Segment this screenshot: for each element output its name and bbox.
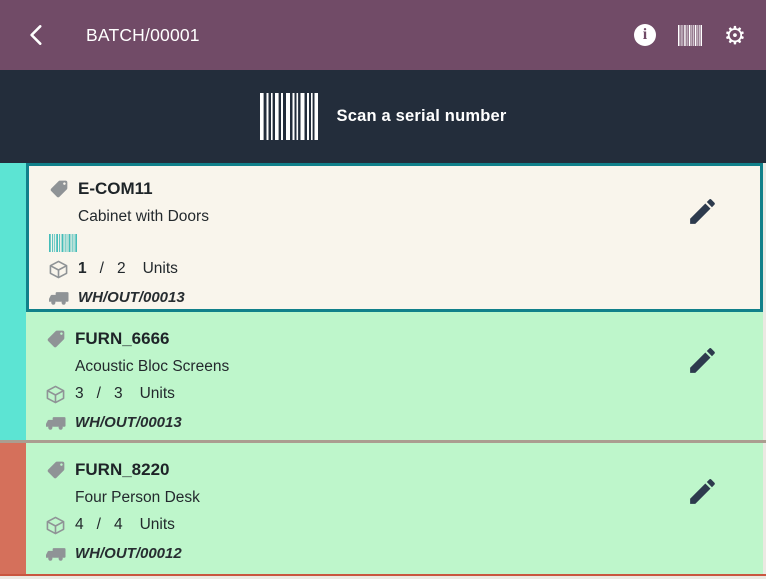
pencil-icon	[686, 344, 719, 377]
tracking-barcode-icon	[49, 234, 77, 252]
qty-done: 3	[75, 385, 84, 402]
tag-icon	[46, 329, 66, 349]
cube-icon	[46, 385, 65, 404]
edit-line-button[interactable]	[686, 344, 719, 377]
tag-icon	[49, 179, 69, 199]
batch-line-furn8220: FURN_8220 Four Person Desk 4 / 4 Units W…	[0, 443, 763, 574]
page-title: BATCH/00001	[86, 24, 200, 45]
line-color-strip	[0, 163, 26, 312]
gear-icon: ⚙	[723, 20, 747, 50]
scan-prompt-bar: Scan a serial number	[0, 70, 766, 163]
source-document: WH/OUT/00012	[75, 544, 182, 562]
uom-label: Units	[142, 260, 178, 277]
product-name: Cabinet with Doors	[78, 207, 209, 225]
source-document: WH/OUT/00013	[75, 413, 182, 431]
qty-demand: 3	[113, 385, 123, 402]
cube-icon	[46, 516, 65, 535]
info-button[interactable]: i	[632, 22, 658, 48]
pencil-icon	[686, 195, 719, 228]
qty-separator: /	[96, 516, 101, 533]
batch-lines-list: E-COM11 Cabinet with Doors 1 / 2 Units	[0, 163, 766, 579]
next-line-top-border	[0, 574, 766, 576]
settings-button[interactable]: ⚙	[722, 22, 748, 48]
qty-demand: 2	[116, 260, 126, 277]
truck-icon	[49, 290, 69, 305]
qty-separator: /	[99, 260, 104, 277]
product-card-done[interactable]: FURN_8220 Four Person Desk 4 / 4 Units W…	[26, 443, 763, 574]
barcode-icon	[678, 25, 702, 46]
truck-icon	[46, 415, 66, 430]
line-divider	[0, 440, 766, 443]
truck-icon	[46, 546, 66, 561]
info-icon: i	[634, 24, 656, 46]
qty-done: 1	[78, 260, 87, 277]
scan-prompt-label: Scan a serial number	[336, 107, 507, 125]
pencil-icon	[686, 475, 719, 508]
product-card-done[interactable]: FURN_6666 Acoustic Bloc Screens 3 / 3 Un…	[26, 312, 763, 440]
product-card-selected[interactable]: E-COM11 Cabinet with Doors 1 / 2 Units	[26, 163, 763, 312]
batch-line-furn6666: FURN_6666 Acoustic Bloc Screens 3 / 3 Un…	[0, 312, 763, 440]
back-button[interactable]	[20, 18, 54, 52]
uom-label: Units	[139, 385, 175, 402]
edit-line-button[interactable]	[686, 195, 719, 228]
product-code: FURN_6666	[75, 328, 170, 348]
qty-done: 4	[75, 516, 84, 533]
qty-separator: /	[96, 385, 101, 402]
product-code: FURN_8220	[75, 459, 170, 479]
product-name: Acoustic Bloc Screens	[75, 357, 230, 375]
next-line-sliver	[0, 576, 766, 579]
barcode-menu-button[interactable]	[677, 22, 703, 48]
cube-icon	[49, 260, 68, 279]
line-color-strip	[0, 312, 26, 440]
source-document: WH/OUT/00013	[78, 288, 185, 306]
header-actions: i ⚙	[632, 22, 748, 48]
product-name: Four Person Desk	[75, 488, 200, 506]
batch-line-ecom11: E-COM11 Cabinet with Doors 1 / 2 Units	[0, 163, 763, 312]
product-code: E-COM11	[78, 178, 153, 198]
tag-icon	[46, 460, 66, 480]
qty-demand: 4	[113, 516, 123, 533]
edit-line-button[interactable]	[686, 475, 719, 508]
chevron-left-icon	[24, 22, 50, 48]
uom-label: Units	[139, 516, 175, 533]
barcode-scan-icon	[260, 93, 318, 140]
line-color-strip	[0, 443, 26, 574]
app-header: BATCH/00001 i ⚙	[0, 0, 766, 70]
